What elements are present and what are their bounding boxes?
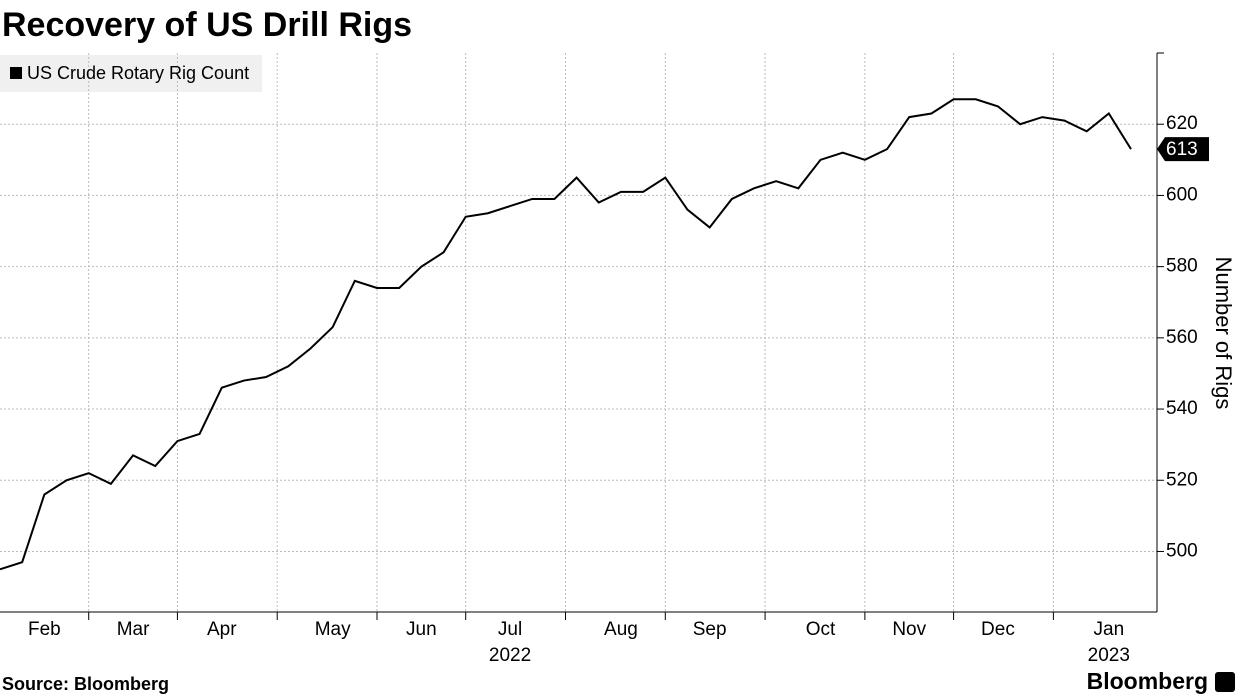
x-tick-label: May [315,619,351,640]
x-tick-label: Apr [207,619,237,640]
x-tick-label: Oct [806,619,836,640]
x-tick-label: Feb [28,619,61,640]
legend-label: US Crude Rotary Rig Count [27,63,249,83]
brand: Bloomberg [1087,668,1208,694]
legend-box [0,55,262,92]
legend-swatch [10,67,22,79]
y-tick-label: 560 [1166,327,1198,348]
value-label: 613 [1166,139,1198,160]
x-tick-label: Mar [117,619,150,640]
chart-title: Recovery of US Drill Rigs [2,6,412,44]
brand-icon [1215,672,1235,692]
y-tick-label: 620 [1166,113,1198,134]
x-tick-label: Jun [406,619,437,640]
x-tick-label: Nov [892,619,926,640]
x-tick-label: Jan [1094,619,1125,640]
y-tick-label: 580 [1166,256,1198,277]
x-year-label: 2023 [1088,645,1130,666]
line [0,98,1132,571]
y-tick-label: 520 [1166,469,1198,490]
x-year-label: 2022 [489,645,531,666]
y-tick-label: 600 [1166,184,1198,205]
value-tag [1157,137,1209,162]
x-tick-label: Dec [981,619,1015,640]
x-tick-label: Aug [604,619,638,640]
source: Source: Bloomberg [2,674,169,694]
y-tick-label: 540 [1166,398,1198,419]
y-axis-label: Number of Rigs [1211,257,1236,410]
x-tick-label: Sep [693,619,727,640]
x-tick-label: Jul [498,619,522,640]
y-tick-label: 500 [1166,540,1198,561]
